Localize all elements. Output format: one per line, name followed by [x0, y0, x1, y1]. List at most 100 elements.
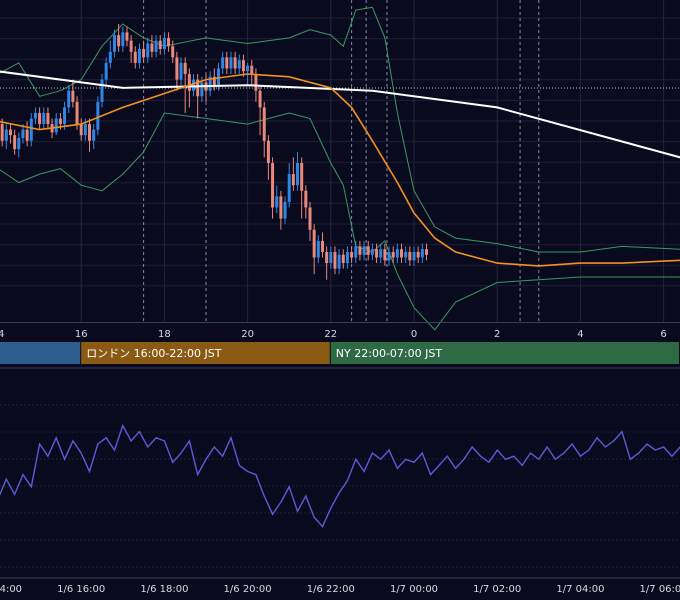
price-x-tick-label: 4 — [577, 329, 583, 340]
candle-body — [75, 101, 79, 125]
candle-body — [350, 251, 354, 258]
candle-body — [13, 135, 17, 150]
candle-body — [196, 79, 200, 97]
candle-body — [304, 190, 308, 208]
candle-body — [387, 251, 391, 261]
candle-body — [254, 74, 258, 91]
osc-x-tick-label: 1/6 14:00 — [0, 584, 22, 595]
candle-body — [117, 35, 121, 47]
osc-x-tick-label: 1/6 18:00 — [140, 584, 188, 595]
candle-body — [262, 107, 266, 141]
candle-body — [354, 246, 358, 258]
candle-body — [271, 163, 275, 208]
candle-body — [129, 40, 133, 52]
candle-body — [8, 129, 12, 136]
candle-body — [187, 74, 191, 91]
candle-body — [375, 249, 379, 258]
session-band-ny — [330, 342, 679, 364]
candle-body — [300, 163, 304, 191]
candle-body — [183, 62, 187, 75]
price-x-tick-label: 14 — [0, 329, 4, 340]
candle-body — [391, 251, 395, 258]
candle-body — [125, 32, 129, 41]
candle-body — [162, 37, 166, 50]
candle-body — [412, 251, 416, 261]
candle-body — [279, 196, 283, 219]
price-x-tick-label: 6 — [660, 329, 666, 340]
candle-body — [266, 140, 270, 163]
candle-body — [88, 124, 92, 141]
candle-body — [221, 57, 225, 69]
candle-body — [329, 251, 333, 264]
session-band-london — [81, 342, 330, 364]
candle-body — [200, 82, 204, 97]
candle-body — [212, 76, 216, 86]
candle-body — [358, 246, 362, 255]
candle-body — [121, 32, 125, 47]
candle-body — [320, 240, 324, 252]
osc-grid — [0, 404, 680, 568]
osc-x-tick-label: 1/6 16:00 — [57, 584, 105, 595]
candle-body — [25, 129, 29, 141]
sma-mid-line — [0, 73, 680, 267]
candle-body — [379, 249, 383, 258]
candle-body — [400, 249, 404, 258]
candle-body — [283, 201, 287, 219]
osc-x-tick-label: 1/6 22:00 — [307, 584, 355, 595]
candle-body — [46, 112, 50, 125]
candle-body — [362, 246, 366, 255]
candle-body — [4, 129, 8, 141]
bollinger-upper-line — [0, 6, 680, 253]
candle-body — [370, 249, 374, 255]
price-grid — [0, 0, 680, 322]
candle-body — [100, 79, 104, 102]
candle-body — [167, 37, 171, 47]
candle-body — [71, 90, 75, 102]
candle-body — [208, 76, 212, 91]
candle-body — [416, 251, 420, 258]
osc-x-tick-label: 1/7 06:00 — [640, 584, 680, 595]
osc-x-tick-label: 1/7 02:00 — [473, 584, 521, 595]
candle-body — [225, 57, 229, 69]
candle-body — [21, 129, 25, 138]
candle-body — [291, 174, 295, 186]
candle-body — [341, 254, 345, 264]
price-x-tick-label: 18 — [158, 329, 171, 340]
candle-body — [287, 174, 291, 202]
candle-body — [424, 249, 428, 255]
candle-body — [275, 196, 279, 208]
candle-body — [92, 129, 96, 141]
osc-x-tick-label: 1/7 00:00 — [390, 584, 438, 595]
candle-body — [179, 62, 183, 80]
price-x-tick-label: 16 — [75, 329, 88, 340]
candle-body — [250, 65, 254, 75]
bollinger-lower-line — [0, 112, 680, 331]
candle-body — [54, 118, 58, 133]
candle-body — [366, 246, 370, 255]
candle-body — [420, 249, 424, 258]
candle-body — [408, 251, 412, 261]
candle-body — [142, 49, 146, 58]
candle-body — [192, 79, 196, 91]
candle-body — [42, 112, 46, 125]
candle-body — [29, 118, 33, 141]
candle-body — [96, 101, 100, 130]
candle-body — [112, 35, 116, 52]
session-label-london: ロンドン 16:00-22:00 JST — [86, 347, 222, 360]
candle-body — [337, 254, 341, 269]
candle-body — [158, 40, 162, 50]
candle-body — [241, 60, 245, 72]
candle-body — [345, 251, 349, 264]
candle-body — [395, 249, 399, 258]
sma-long-line — [0, 70, 680, 159]
candle-body — [17, 137, 21, 150]
candle-body — [79, 124, 83, 136]
candle-body — [154, 40, 158, 52]
oscillator-line — [0, 423, 680, 528]
candle-body — [258, 90, 262, 108]
price-x-tick-label: 22 — [324, 329, 337, 340]
candle-body — [316, 240, 320, 258]
candle-body — [146, 43, 150, 58]
candle-body — [246, 65, 250, 72]
